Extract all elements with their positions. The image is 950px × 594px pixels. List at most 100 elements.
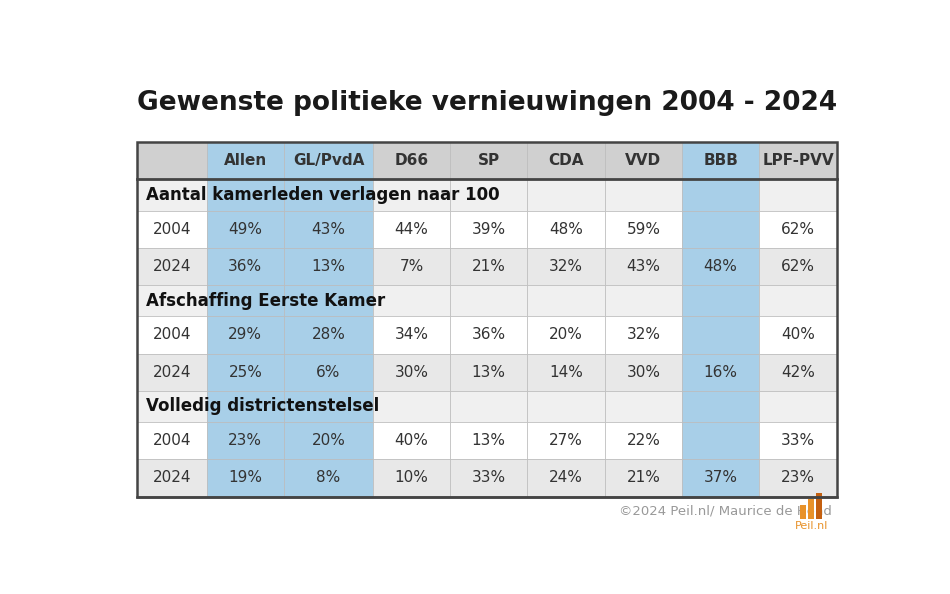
Bar bbox=[284, 422, 373, 459]
Bar bbox=[373, 353, 450, 391]
Bar bbox=[137, 211, 207, 248]
Text: 48%: 48% bbox=[704, 259, 737, 274]
Text: 36%: 36% bbox=[472, 327, 505, 343]
Bar bbox=[373, 248, 450, 285]
Text: 2024: 2024 bbox=[153, 470, 191, 485]
Bar bbox=[605, 459, 682, 497]
Text: 2024: 2024 bbox=[153, 365, 191, 380]
Bar bbox=[682, 353, 759, 391]
Bar bbox=[207, 391, 284, 422]
Text: 6%: 6% bbox=[316, 365, 341, 380]
Bar bbox=[373, 179, 450, 211]
Bar bbox=[373, 422, 450, 459]
Bar bbox=[137, 248, 207, 285]
Text: 39%: 39% bbox=[472, 222, 505, 237]
Bar bbox=[450, 285, 527, 316]
Text: Allen: Allen bbox=[224, 153, 267, 168]
Bar bbox=[450, 422, 527, 459]
Bar bbox=[605, 391, 682, 422]
Text: 43%: 43% bbox=[312, 222, 346, 237]
Text: 23%: 23% bbox=[228, 433, 262, 448]
Bar bbox=[137, 142, 207, 179]
Text: 22%: 22% bbox=[626, 433, 660, 448]
Text: 29%: 29% bbox=[228, 327, 262, 343]
Bar bbox=[605, 248, 682, 285]
Bar bbox=[682, 248, 759, 285]
Text: VVD: VVD bbox=[625, 153, 661, 168]
Bar bbox=[450, 248, 527, 285]
Text: 20%: 20% bbox=[312, 433, 346, 448]
Text: 13%: 13% bbox=[472, 433, 505, 448]
Bar bbox=[284, 459, 373, 497]
Text: 62%: 62% bbox=[781, 259, 815, 274]
Bar bbox=[759, 391, 837, 422]
Text: 42%: 42% bbox=[781, 365, 815, 380]
Bar bbox=[450, 142, 527, 179]
Bar bbox=[527, 285, 605, 316]
Bar bbox=[682, 142, 759, 179]
Bar bbox=[137, 142, 837, 497]
Bar bbox=[605, 285, 682, 316]
Text: 8%: 8% bbox=[316, 470, 340, 485]
Text: 30%: 30% bbox=[626, 365, 660, 380]
Bar bbox=[759, 179, 837, 211]
Text: 34%: 34% bbox=[394, 327, 428, 343]
Text: 43%: 43% bbox=[626, 259, 660, 274]
Bar bbox=[759, 459, 837, 497]
Text: 16%: 16% bbox=[704, 365, 737, 380]
Text: 10%: 10% bbox=[394, 470, 428, 485]
Bar bbox=[450, 391, 527, 422]
Text: ©2024 Peil.nl/ Maurice de Hond: ©2024 Peil.nl/ Maurice de Hond bbox=[619, 504, 832, 517]
Bar bbox=[137, 179, 207, 211]
Bar bbox=[759, 353, 837, 391]
Bar bbox=[207, 179, 284, 211]
Text: 36%: 36% bbox=[228, 259, 262, 274]
Text: 33%: 33% bbox=[472, 470, 505, 485]
Bar bbox=[682, 316, 759, 353]
Bar bbox=[284, 391, 373, 422]
Bar bbox=[373, 142, 450, 179]
Bar bbox=[137, 316, 207, 353]
Bar bbox=[682, 211, 759, 248]
Text: 2004: 2004 bbox=[153, 327, 191, 343]
Text: LPF-PVV: LPF-PVV bbox=[762, 153, 834, 168]
Bar bbox=[137, 422, 207, 459]
Bar bbox=[759, 142, 837, 179]
Bar bbox=[207, 285, 284, 316]
Text: SP: SP bbox=[478, 153, 500, 168]
Bar bbox=[207, 422, 284, 459]
Bar bbox=[284, 316, 373, 353]
Text: 19%: 19% bbox=[228, 470, 262, 485]
Bar bbox=[137, 459, 207, 497]
Bar bbox=[373, 211, 450, 248]
Bar bbox=[284, 179, 373, 211]
Text: 49%: 49% bbox=[228, 222, 262, 237]
Text: 48%: 48% bbox=[549, 222, 583, 237]
Text: 32%: 32% bbox=[549, 259, 583, 274]
Bar bbox=[605, 211, 682, 248]
Bar bbox=[759, 248, 837, 285]
Bar bbox=[207, 316, 284, 353]
Bar bbox=[207, 459, 284, 497]
Bar bbox=[527, 211, 605, 248]
Text: 21%: 21% bbox=[626, 470, 660, 485]
Bar bbox=[527, 391, 605, 422]
Bar bbox=[137, 391, 207, 422]
Text: 37%: 37% bbox=[704, 470, 737, 485]
Text: 30%: 30% bbox=[394, 365, 428, 380]
Bar bbox=[800, 505, 806, 519]
Text: 44%: 44% bbox=[394, 222, 428, 237]
Text: 21%: 21% bbox=[472, 259, 505, 274]
Text: 62%: 62% bbox=[781, 222, 815, 237]
Bar bbox=[682, 391, 759, 422]
Text: 14%: 14% bbox=[549, 365, 583, 380]
Bar bbox=[284, 142, 373, 179]
Bar bbox=[137, 285, 207, 316]
Bar bbox=[682, 285, 759, 316]
Text: Aantal kamerleden verlagen naar 100: Aantal kamerleden verlagen naar 100 bbox=[146, 186, 500, 204]
Text: 24%: 24% bbox=[549, 470, 583, 485]
Bar bbox=[759, 422, 837, 459]
Bar bbox=[605, 353, 682, 391]
Bar bbox=[207, 353, 284, 391]
Bar bbox=[605, 316, 682, 353]
